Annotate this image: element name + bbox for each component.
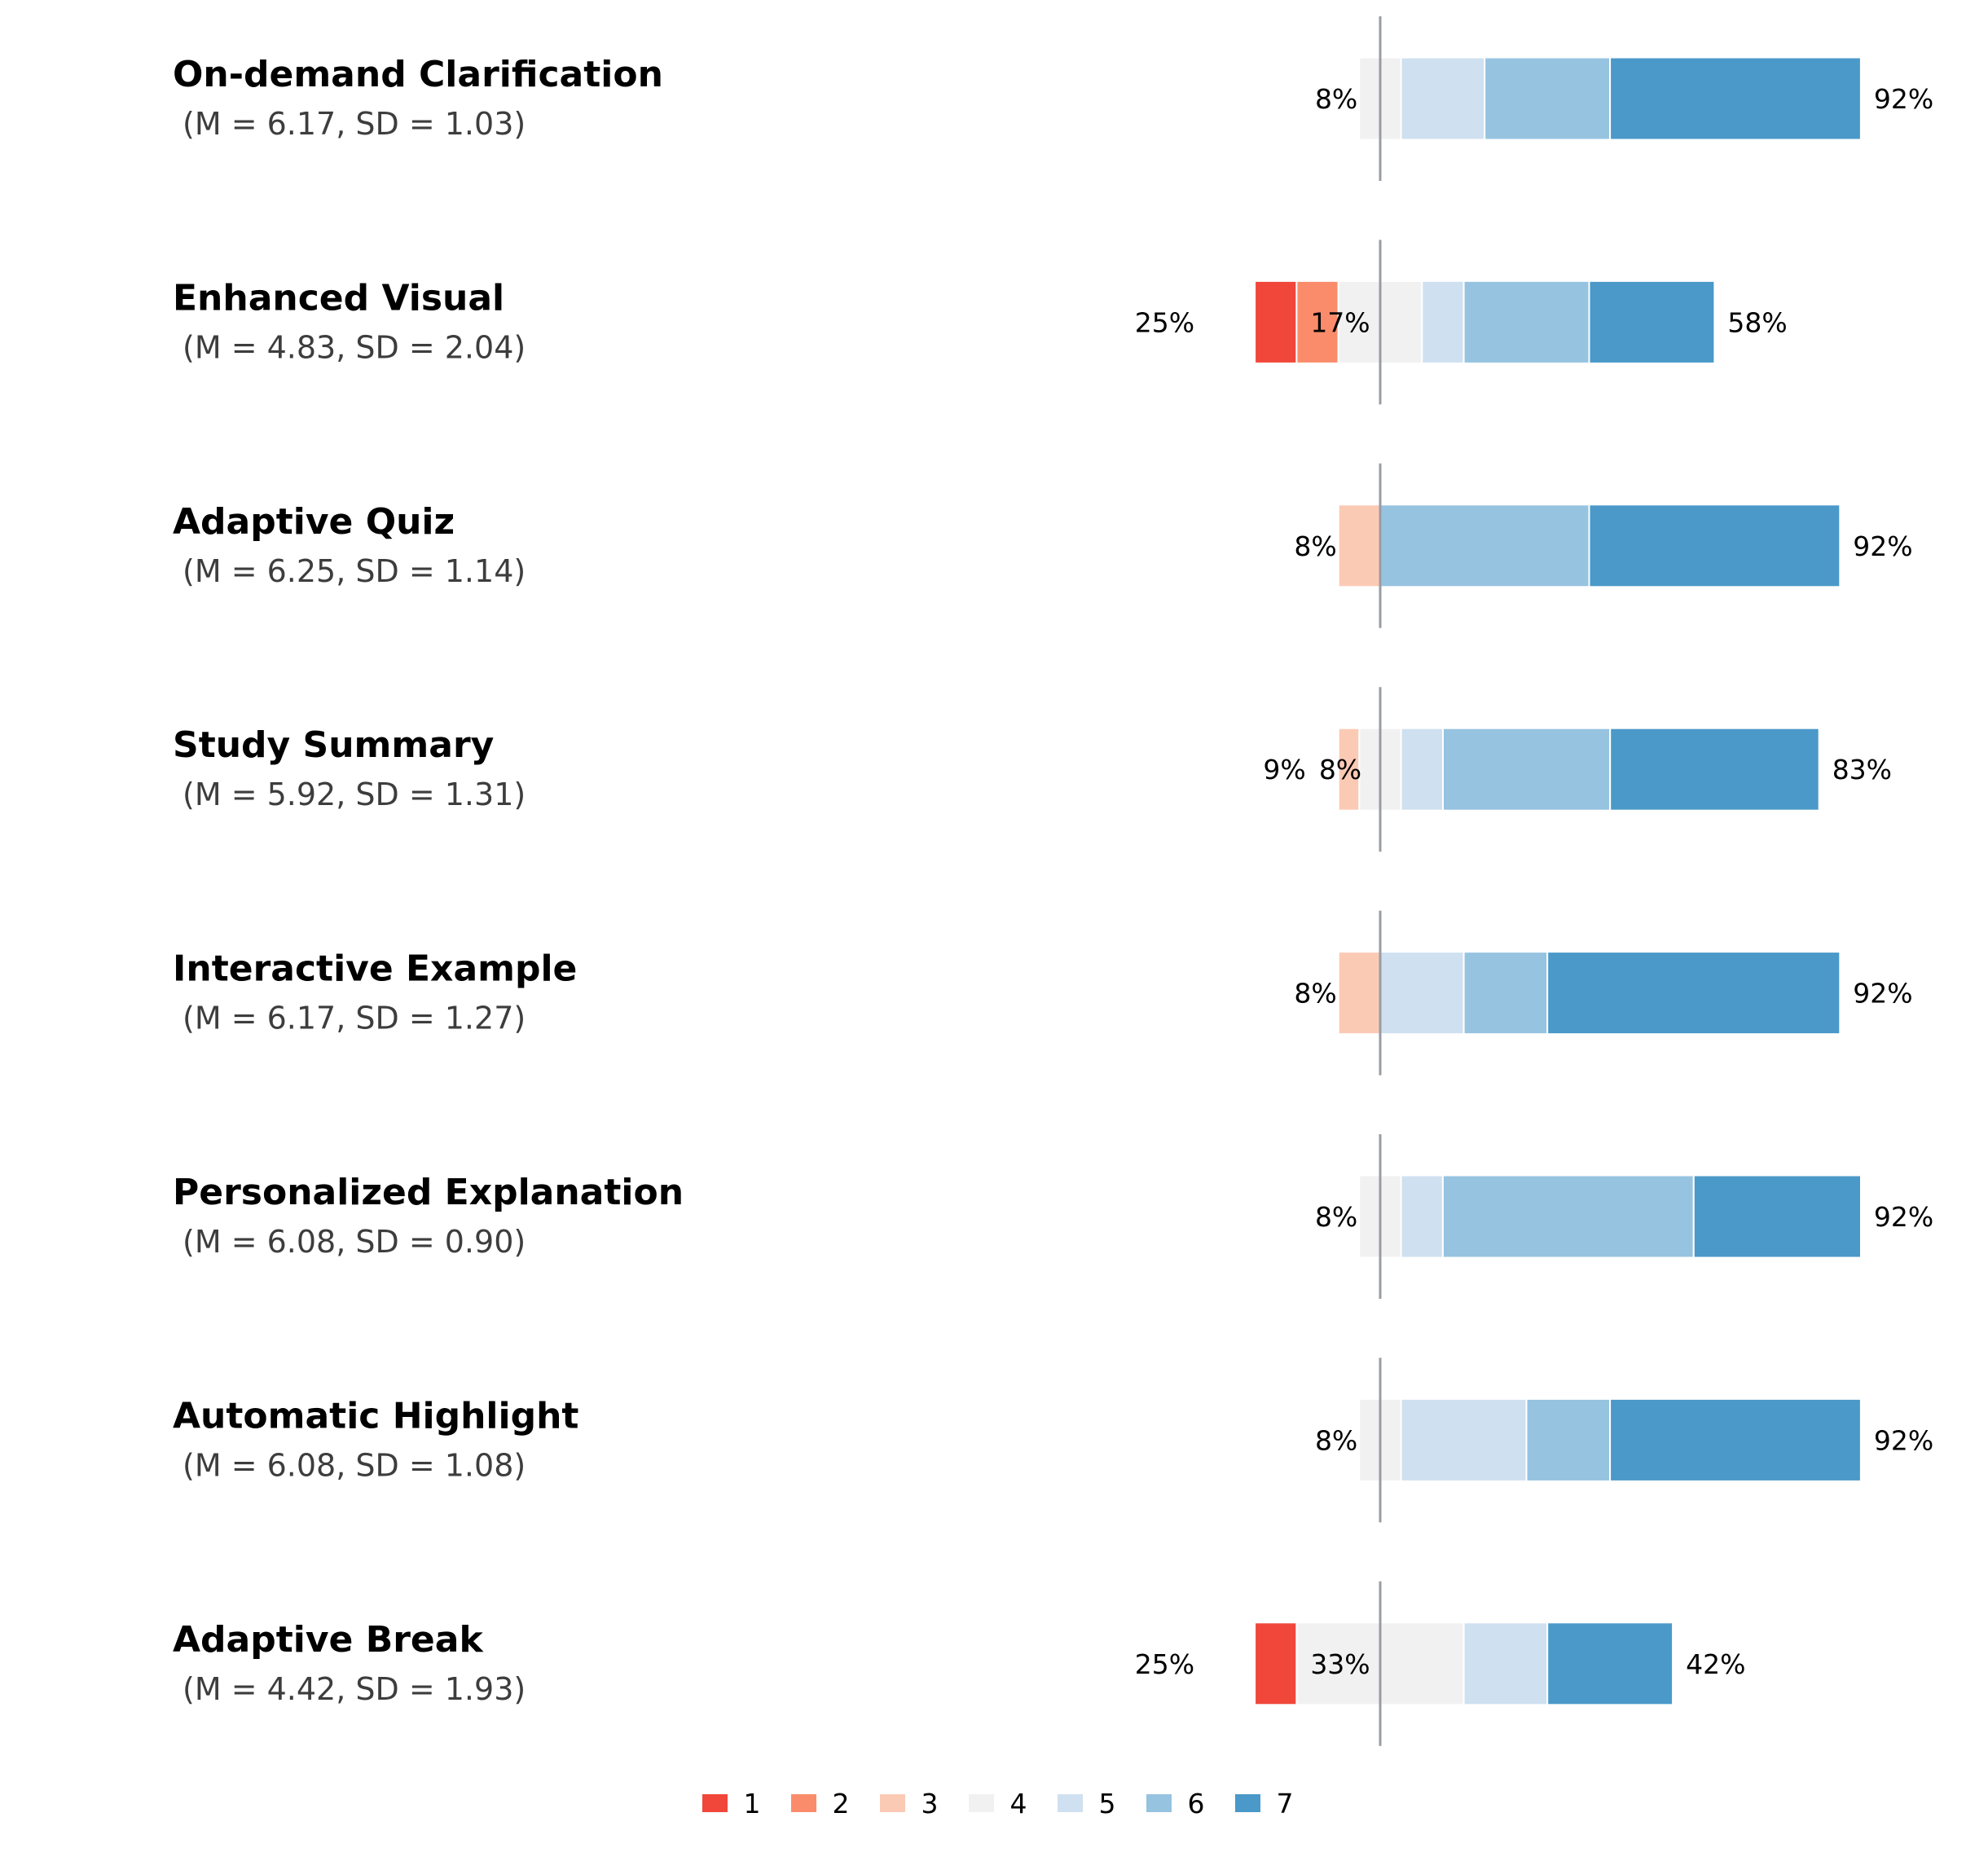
bar-segment-5 xyxy=(1462,1621,1549,1706)
likert-row: Personalized Explanation (M = 6.08, SD = … xyxy=(173,1134,1933,1299)
legend-entry: 4 xyxy=(969,1788,1027,1819)
item-stats: (M = 5.92, SD = 1.31) xyxy=(183,777,526,812)
legend-entry: 6 xyxy=(1146,1788,1205,1819)
bar-segment-6 xyxy=(1442,727,1612,812)
bar-segment-1 xyxy=(1254,279,1298,364)
legend-entry: 2 xyxy=(791,1788,850,1819)
positive-pct-label: 92% xyxy=(1874,83,1933,115)
legend-swatch xyxy=(1235,1794,1260,1812)
neutral-pct-label: 8% xyxy=(1319,754,1361,785)
positive-pct-label: 42% xyxy=(1686,1648,1745,1680)
likert-row: Enhanced Visual (M = 4.83, SD = 2.04) 17% 2… xyxy=(173,240,1788,405)
legend-label: 1 xyxy=(744,1788,761,1819)
legend-entry: 1 xyxy=(702,1788,761,1819)
likert-row: Adaptive Break (M = 4.42, SD = 1.93) 33% 25… xyxy=(173,1581,1745,1746)
item-title: Automatic Highlight xyxy=(173,1395,578,1437)
bar-segment-5 xyxy=(1400,1397,1528,1482)
bar-segment-7 xyxy=(1588,279,1716,364)
positive-pct-label: 58% xyxy=(1727,306,1787,338)
legend-swatch xyxy=(1058,1794,1083,1812)
bar-segment-5 xyxy=(1400,56,1486,141)
likert-row: On-demand Clarification (M = 6.17, SD = 1… xyxy=(173,16,1933,181)
bar-segment-7 xyxy=(1609,727,1820,812)
bar-segment-5 xyxy=(1400,1174,1444,1259)
item-title: Adaptive Break xyxy=(173,1619,484,1661)
legend-label: 2 xyxy=(833,1788,850,1819)
legend-entry: 7 xyxy=(1235,1788,1294,1819)
item-stats: (M = 6.08, SD = 0.90) xyxy=(183,1224,526,1260)
item-title: On-demand Clarification xyxy=(173,54,663,95)
legend-entry: 5 xyxy=(1058,1788,1116,1819)
bar-segment-3 xyxy=(1337,727,1361,812)
item-stats: (M = 4.83, SD = 2.04) xyxy=(183,329,526,365)
neutral-pct-label: 33% xyxy=(1310,1648,1370,1680)
chart-rows: On-demand Clarification (M = 6.17, SD = 1… xyxy=(173,16,1933,1746)
item-stats: (M = 6.25, SD = 1.14) xyxy=(183,553,526,589)
item-stats: (M = 6.17, SD = 1.03) xyxy=(183,106,526,142)
negative-pct-label: 8% xyxy=(1294,978,1336,1010)
negative-pct-label: 25% xyxy=(1135,306,1194,338)
bar-segment-6 xyxy=(1462,951,1549,1036)
legend-label: 5 xyxy=(1099,1788,1116,1819)
item-title: Interactive Example xyxy=(173,948,577,990)
bar-segment-3 xyxy=(1337,951,1381,1036)
bar-segment-6 xyxy=(1484,56,1612,141)
negative-pct-label: 8% xyxy=(1315,1424,1357,1456)
bar-segment-7 xyxy=(1609,56,1862,141)
bar-segment-7 xyxy=(1588,504,1841,588)
bar-segment-2 xyxy=(1295,279,1339,364)
negative-pct-label: 8% xyxy=(1315,1201,1357,1233)
bar-segment-5 xyxy=(1379,951,1465,1036)
legend-label: 6 xyxy=(1188,1788,1205,1819)
item-stats: (M = 6.17, SD = 1.27) xyxy=(183,1001,526,1036)
bar-segment-5 xyxy=(1400,727,1444,812)
bar-segment-5 xyxy=(1421,279,1465,364)
bar-segment-7 xyxy=(1546,1621,1674,1706)
legend-swatch xyxy=(702,1794,728,1812)
legend-label: 3 xyxy=(921,1788,939,1819)
legend-swatch xyxy=(1146,1794,1172,1812)
bar-segment-7 xyxy=(1609,1397,1862,1482)
item-title: Study Summary xyxy=(173,724,494,766)
negative-pct-label: 25% xyxy=(1135,1648,1194,1680)
bar-segment-7 xyxy=(1546,951,1841,1036)
positive-pct-label: 92% xyxy=(1874,1424,1933,1456)
positive-pct-label: 92% xyxy=(1853,978,1912,1010)
bar-segment-6 xyxy=(1525,1397,1612,1482)
likert-row: Automatic Highlight (M = 6.08, SD = 1.08)… xyxy=(173,1357,1933,1523)
negative-pct-label: 8% xyxy=(1315,83,1357,115)
bar-segment-6 xyxy=(1462,279,1590,364)
likert-row: Interactive Example (M = 6.17, SD = 1.27)… xyxy=(173,910,1913,1076)
item-stats: (M = 6.08, SD = 1.08) xyxy=(183,1447,526,1483)
positive-pct-label: 92% xyxy=(1874,1201,1933,1233)
neutral-pct-label: 17% xyxy=(1310,306,1370,338)
item-title: Enhanced Visual xyxy=(173,277,504,319)
legend-entry: 3 xyxy=(880,1788,939,1819)
bar-segment-1 xyxy=(1254,1621,1298,1706)
legend-swatch xyxy=(969,1794,994,1812)
legend-swatch xyxy=(791,1794,816,1812)
positive-pct-label: 83% xyxy=(1832,754,1892,785)
legend-label: 7 xyxy=(1277,1788,1294,1819)
item-title: Adaptive Quiz xyxy=(173,501,455,543)
legend: 1 2 3 4 5 6 7 xyxy=(702,1788,1294,1819)
bar-segment-6 xyxy=(1441,1174,1695,1259)
item-stats: (M = 4.42, SD = 1.93) xyxy=(183,1671,526,1707)
bar-segment-6 xyxy=(1379,504,1590,588)
item-title: Personalized Explanation xyxy=(173,1172,684,1213)
likert-row: Adaptive Quiz (M = 6.25, SD = 1.14) 8% 92% xyxy=(173,463,1913,628)
bar-segment-7 xyxy=(1692,1174,1863,1259)
bar-segment-3 xyxy=(1337,504,1381,588)
negative-pct-label: 8% xyxy=(1294,530,1336,562)
likert-row: Study Summary (M = 5.92, SD = 1.31) 8% 9% 83… xyxy=(173,687,1892,852)
legend-label: 4 xyxy=(1010,1788,1027,1819)
legend-swatch xyxy=(880,1794,905,1812)
positive-pct-label: 92% xyxy=(1853,530,1912,562)
negative-pct-label: 9% xyxy=(1263,754,1305,785)
